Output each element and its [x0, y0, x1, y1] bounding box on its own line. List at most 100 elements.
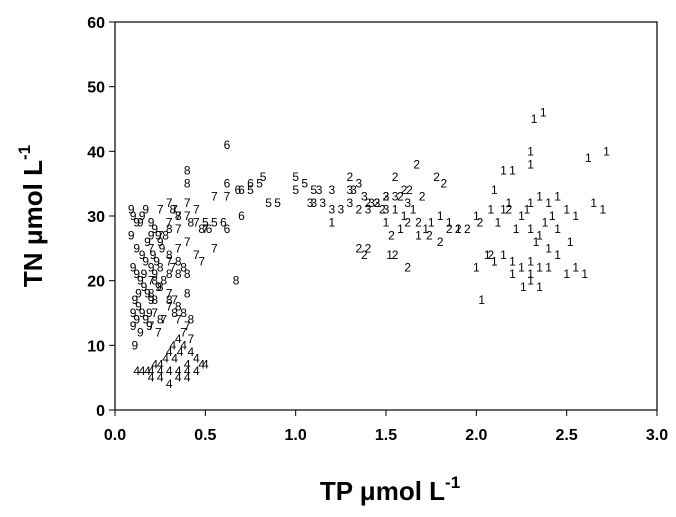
data-point-series-7: 7 — [202, 222, 209, 236]
data-point-series-9: 9 — [133, 312, 140, 326]
data-point-series-1: 1 — [500, 203, 507, 217]
data-point-series-4: 4 — [180, 338, 187, 352]
data-point-series-7: 7 — [148, 319, 155, 333]
data-point-series-1: 1 — [506, 196, 513, 210]
data-point-series-8: 8 — [175, 254, 182, 268]
data-point-series-7: 7 — [224, 190, 231, 204]
data-point-series-2: 2 — [383, 190, 390, 204]
data-point-series-9: 9 — [148, 261, 155, 275]
data-point-series-7: 7 — [157, 228, 164, 242]
data-point-series-3: 3 — [392, 190, 399, 204]
data-point-series-4: 4 — [193, 351, 200, 365]
data-point-series-2: 2 — [356, 203, 363, 217]
data-point-series-1: 1 — [542, 215, 549, 229]
data-point-series-1: 1 — [572, 261, 579, 275]
data-point-series-9: 9 — [130, 261, 137, 275]
data-point-series-1: 1 — [554, 222, 561, 236]
data-point-series-8: 8 — [157, 312, 164, 326]
data-point-series-4: 4 — [193, 364, 200, 378]
data-point-series-7: 7 — [193, 248, 200, 262]
data-point-series-2: 2 — [437, 235, 444, 249]
data-point-series-9: 9 — [144, 235, 151, 249]
x-axis-title-text: TP μmol L — [320, 476, 445, 506]
data-point-series-2: 2 — [440, 177, 447, 191]
data-point-series-1: 1 — [428, 215, 435, 229]
data-point-series-2: 2 — [446, 222, 453, 236]
data-point-series-7: 7 — [169, 261, 176, 275]
data-point-series-4: 4 — [198, 358, 205, 372]
data-point-series-9: 9 — [139, 248, 146, 262]
y-tick-label: 10 — [87, 338, 105, 355]
data-point-series-9: 9 — [142, 312, 149, 326]
data-point-series-4: 4 — [184, 371, 191, 385]
data-point-series-3: 3 — [328, 183, 335, 197]
data-point-series-9: 9 — [148, 215, 155, 229]
y-axis-title-text: TN μmol L — [18, 160, 48, 287]
data-point-series-7: 7 — [184, 196, 191, 210]
data-point-series-6: 6 — [238, 209, 245, 223]
data-point-series-1: 1 — [500, 164, 507, 178]
data-point-series-1: 1 — [509, 267, 516, 281]
data-point-series-5: 5 — [256, 177, 263, 191]
data-point-series-7: 7 — [211, 190, 218, 204]
data-point-series-3: 3 — [316, 183, 323, 197]
data-point-series-7: 7 — [171, 203, 178, 217]
data-point-series-1: 1 — [437, 209, 444, 223]
data-point-series-7: 7 — [175, 241, 182, 255]
data-point-series-1: 1 — [572, 209, 579, 223]
data-point-series-1: 1 — [527, 196, 534, 210]
data-point-series-8: 8 — [151, 274, 158, 288]
data-point-series-2: 2 — [374, 196, 381, 210]
data-point-series-4: 4 — [148, 364, 155, 378]
data-point-series-6: 6 — [224, 177, 231, 191]
data-point-series-7: 7 — [175, 222, 182, 236]
data-point-series-1: 1 — [446, 215, 453, 229]
data-point-series-2: 2 — [388, 228, 395, 242]
data-point-series-8: 8 — [157, 261, 164, 275]
data-point-series-9: 9 — [144, 287, 151, 301]
data-point-series-9: 9 — [135, 287, 142, 301]
data-point-series-8: 8 — [188, 215, 195, 229]
x-axis-ticks: 0.0 0.5 1.0 1.5 2.0 2.5 3.0 — [104, 410, 668, 444]
data-point-series-1: 1 — [500, 248, 507, 262]
data-point-series-3: 3 — [383, 190, 390, 204]
data-point-series-5: 5 — [274, 196, 281, 210]
data-point-series-8: 8 — [188, 312, 195, 326]
data-point-series-4: 4 — [139, 364, 146, 378]
data-point-series-1: 1 — [401, 209, 408, 223]
data-point-series-8: 8 — [157, 280, 164, 294]
data-point-series-1: 1 — [415, 228, 422, 242]
data-point-series-9: 9 — [155, 280, 162, 294]
data-point-series-7: 7 — [166, 287, 173, 301]
data-point-series-2: 2 — [379, 203, 386, 217]
data-point-series-2: 2 — [464, 222, 471, 236]
data-point-series-1: 1 — [581, 267, 588, 281]
data-point-series-1: 1 — [563, 203, 570, 217]
data-point-series-5: 5 — [292, 183, 299, 197]
data-point-series-1: 1 — [536, 261, 543, 275]
data-point-series-1: 1 — [527, 274, 534, 288]
data-point-series-7: 7 — [188, 332, 195, 346]
data-point-series-1: 1 — [478, 293, 485, 307]
data-point-series-4: 4 — [148, 371, 155, 385]
data-point-series-9: 9 — [146, 319, 153, 333]
data-point-series-9: 9 — [153, 254, 160, 268]
data-point-series-8: 8 — [175, 267, 182, 281]
data-point-series-8: 8 — [175, 209, 182, 223]
data-point-series-1: 1 — [518, 261, 525, 275]
data-point-series-9: 9 — [141, 280, 148, 294]
data-point-series-3: 3 — [374, 196, 381, 210]
data-point-series-3: 3 — [368, 196, 375, 210]
data-point-series-9: 9 — [141, 267, 148, 281]
data-point-series-8: 8 — [184, 287, 191, 301]
data-point-series-9: 9 — [130, 209, 137, 223]
data-point-series-7: 7 — [193, 203, 200, 217]
data-point-series-8: 8 — [160, 274, 167, 288]
data-point-series-2: 2 — [487, 248, 494, 262]
data-point-series-9: 9 — [132, 338, 139, 352]
data-point-series-6: 6 — [247, 177, 254, 191]
data-point-series-3: 3 — [337, 203, 344, 217]
data-point-series-9: 9 — [142, 254, 149, 268]
data-point-series-2: 2 — [361, 248, 368, 262]
